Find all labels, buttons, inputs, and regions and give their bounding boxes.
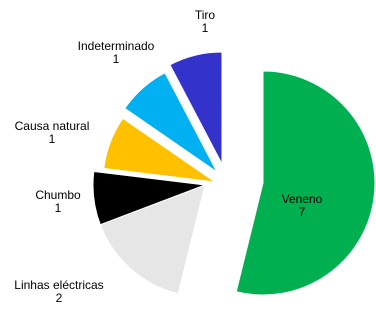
slice-value-linhas-electricas: 2 (56, 291, 63, 305)
slice-label-indeterminado: Indeterminado (78, 39, 155, 53)
slice-value-veneno: 7 (299, 205, 306, 219)
slice-label-causa-natural: Causa natural (15, 119, 90, 133)
slice-label-chumbo: Chumbo (35, 188, 81, 202)
slice-value-chumbo: 1 (55, 201, 62, 215)
pie-slice-tiro (169, 51, 223, 165)
pie-slice-chumbo (92, 170, 206, 226)
slice-label-tiro: Tiro (195, 8, 216, 22)
slice-label-veneno: Veneno (282, 192, 323, 206)
pie-slice-indeterminado (124, 72, 218, 173)
pie-slice-linhas-electricas (99, 184, 206, 295)
slice-value-tiro: 1 (202, 21, 209, 35)
slice-value-indeterminado: 1 (113, 52, 120, 66)
pie-slice-causa-natural (103, 117, 216, 183)
slice-label-linhas-electricas: Linhas eléctricas (14, 278, 103, 292)
pie-slice-veneno (235, 70, 376, 296)
slice-value-causa-natural: 1 (49, 132, 56, 146)
